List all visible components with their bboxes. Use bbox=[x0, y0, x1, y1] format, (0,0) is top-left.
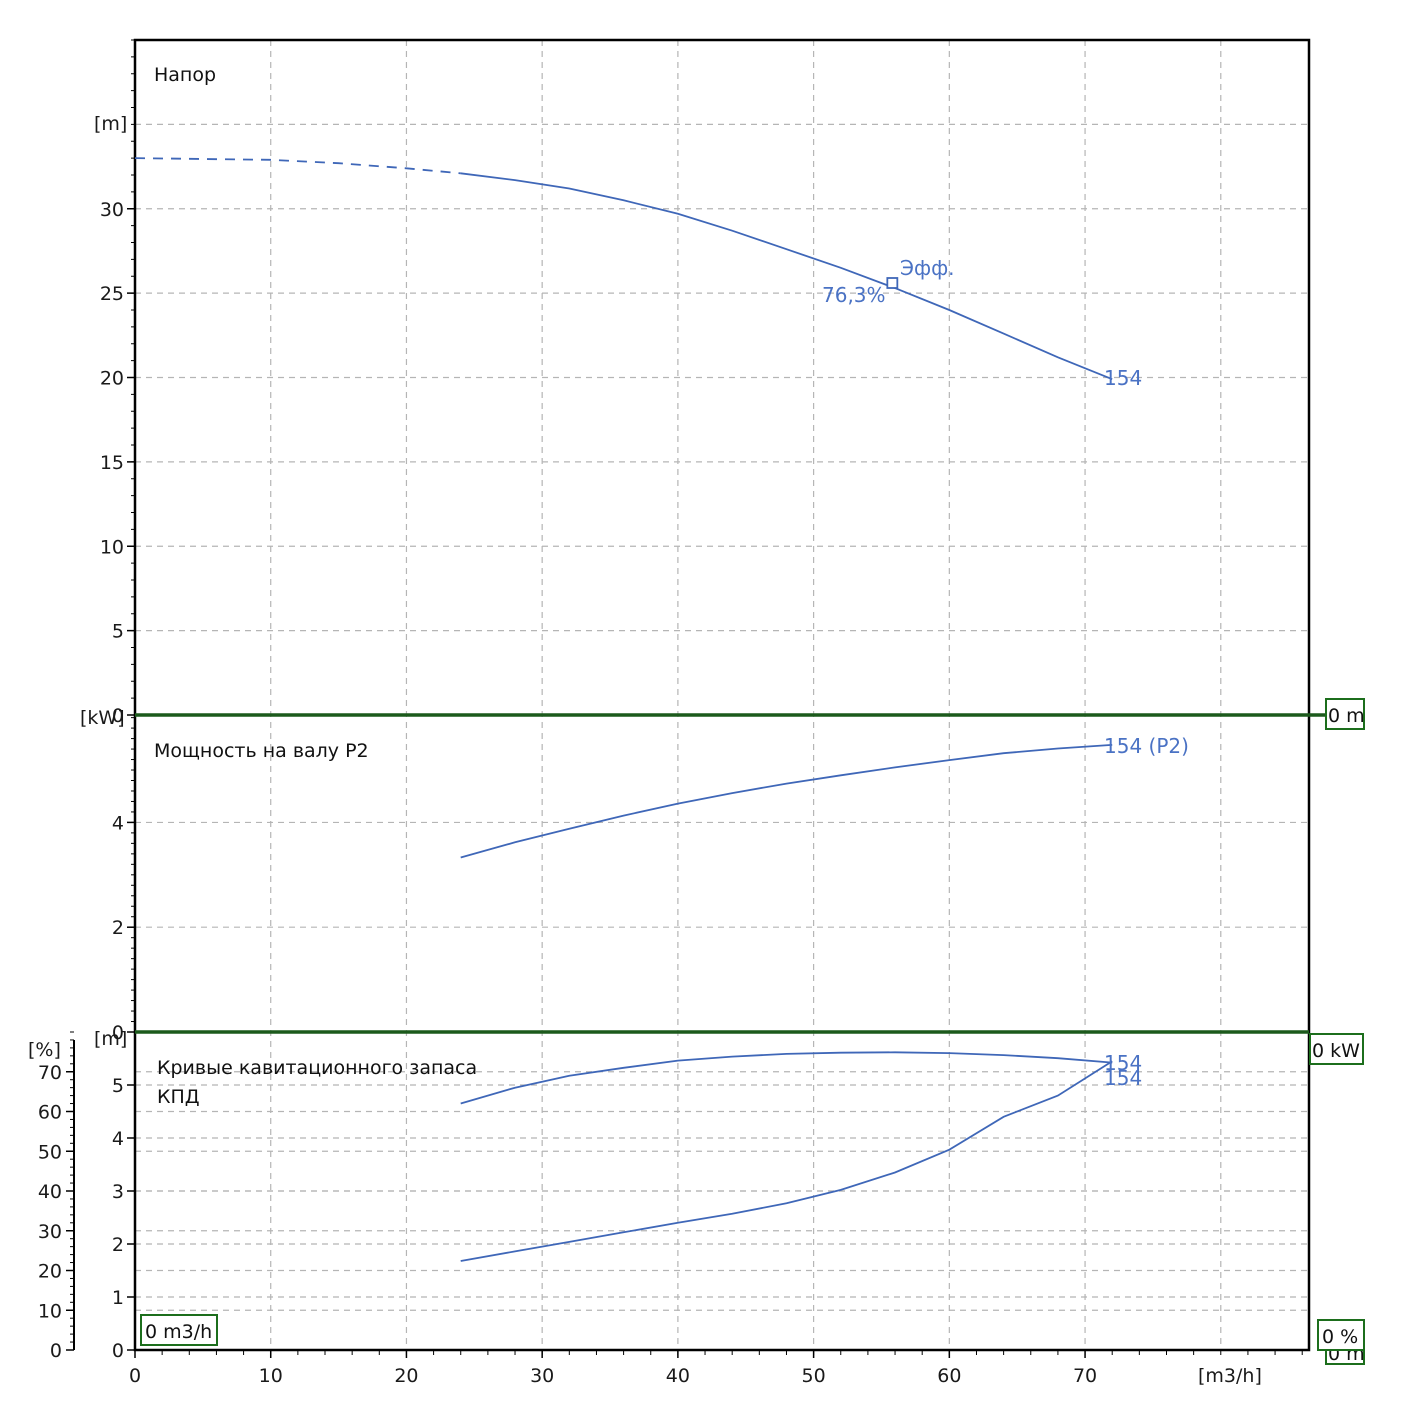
head-zero-box-label: 0 m bbox=[1328, 705, 1365, 727]
x-unit-label: [m3/h] bbox=[1198, 1365, 1262, 1387]
npsh-unit-label: [m] bbox=[94, 1028, 127, 1050]
x-tick-label: 0 bbox=[129, 1365, 141, 1387]
head-panel-title: Напор bbox=[154, 64, 216, 86]
flow-zero-box-label: 0 m3/h bbox=[145, 1321, 212, 1343]
y-tick-label: 0 bbox=[112, 705, 124, 727]
power-unit-label: [kW] bbox=[80, 707, 125, 729]
y-tick-label: 20 bbox=[38, 1261, 62, 1283]
power-curve bbox=[460, 744, 1113, 859]
head-curve bbox=[460, 172, 1113, 381]
power-zero-box bbox=[1309, 1033, 1364, 1065]
x-tick-label: 70 bbox=[1073, 1365, 1097, 1387]
percent-zero-box-label: 0 % bbox=[1322, 1326, 1358, 1348]
efficiency-marker bbox=[886, 277, 899, 289]
power-zero-box-label: 0 kW bbox=[1312, 1040, 1360, 1062]
plot-frame bbox=[133, 38, 1311, 1352]
y-tick-label: 2 bbox=[112, 917, 124, 939]
npsh-curve bbox=[460, 1060, 1113, 1262]
y-tick-label: 3 bbox=[112, 1181, 124, 1203]
efficiency-value-label: 76,3% bbox=[822, 283, 886, 307]
npsh-panel-title: Кривые кавитационного запаса bbox=[157, 1057, 477, 1079]
y-tick-label: 10 bbox=[100, 536, 124, 558]
y-tick-label: 0 bbox=[112, 1340, 124, 1362]
x-tick-label: 30 bbox=[530, 1365, 554, 1387]
y-tick-label: 15 bbox=[100, 452, 124, 474]
x-tick-label: 10 bbox=[259, 1365, 283, 1387]
power-curve-end-label: 154 (P2) bbox=[1104, 734, 1189, 758]
head-curve-dashed bbox=[134, 157, 461, 175]
y-tick-label: 70 bbox=[38, 1062, 62, 1084]
y-tick-label: 25 bbox=[100, 283, 124, 305]
y-tick-label: 10 bbox=[38, 1300, 62, 1322]
y-tick-label: 2 bbox=[112, 1234, 124, 1256]
power-panel-title: Мощность на валу P2 bbox=[154, 740, 369, 762]
flow-zero-box bbox=[140, 1314, 218, 1346]
efficiency-panel-title: КПД bbox=[157, 1086, 200, 1108]
y-tick-label: 30 bbox=[100, 199, 124, 221]
x-tick-label: 20 bbox=[394, 1365, 418, 1387]
grid-layer bbox=[135, 40, 1309, 1351]
x-tick-label: 40 bbox=[666, 1365, 690, 1387]
y-tick-label: 0 bbox=[50, 1340, 62, 1362]
x-tick-label: 50 bbox=[802, 1365, 826, 1387]
efficiency-marker-label: Эфф. bbox=[900, 256, 955, 280]
y-tick-label: 30 bbox=[38, 1221, 62, 1243]
percent-zero-box bbox=[1317, 1319, 1365, 1351]
percent-unit-label: [%] bbox=[28, 1039, 61, 1061]
y-tick-label: 50 bbox=[38, 1141, 62, 1163]
y-tick-label: 5 bbox=[112, 1075, 124, 1097]
npsh-curve-end-label: 154 bbox=[1104, 1066, 1142, 1090]
head-curve-end-label: 154 bbox=[1104, 366, 1142, 390]
y-tick-label: 0 bbox=[112, 1022, 124, 1044]
head-zero-box bbox=[1325, 698, 1365, 730]
curve-layer bbox=[134, 157, 1113, 1262]
efficiency-curve-end-label: 154 bbox=[1104, 1051, 1142, 1075]
y-tick-label: 4 bbox=[112, 1128, 124, 1150]
y-tick-label: 40 bbox=[38, 1181, 62, 1203]
y-tick-label: 5 bbox=[112, 621, 124, 643]
axis-layer: 0 10 20 30 40 50 60 700510152025300240123450102… bbox=[38, 38, 1326, 1387]
y-tick-label: 60 bbox=[38, 1102, 62, 1124]
y-tick-label: 20 bbox=[100, 368, 124, 390]
x-tick-label: 60 bbox=[937, 1365, 961, 1387]
y-tick-label: 4 bbox=[112, 812, 124, 834]
head-unit-label: [m] bbox=[94, 113, 127, 135]
y-tick-label: 1 bbox=[112, 1287, 124, 1309]
efficiency-curve bbox=[460, 1051, 1113, 1105]
